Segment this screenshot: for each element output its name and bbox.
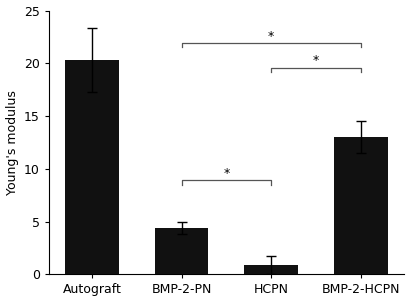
Y-axis label: Young's modulus: Young's modulus <box>6 90 18 195</box>
Text: *: * <box>312 54 318 67</box>
Text: *: * <box>267 30 274 43</box>
Text: *: * <box>222 167 229 180</box>
Bar <box>65 60 119 275</box>
Bar <box>333 137 387 275</box>
Bar <box>244 265 297 275</box>
Bar <box>154 228 208 275</box>
